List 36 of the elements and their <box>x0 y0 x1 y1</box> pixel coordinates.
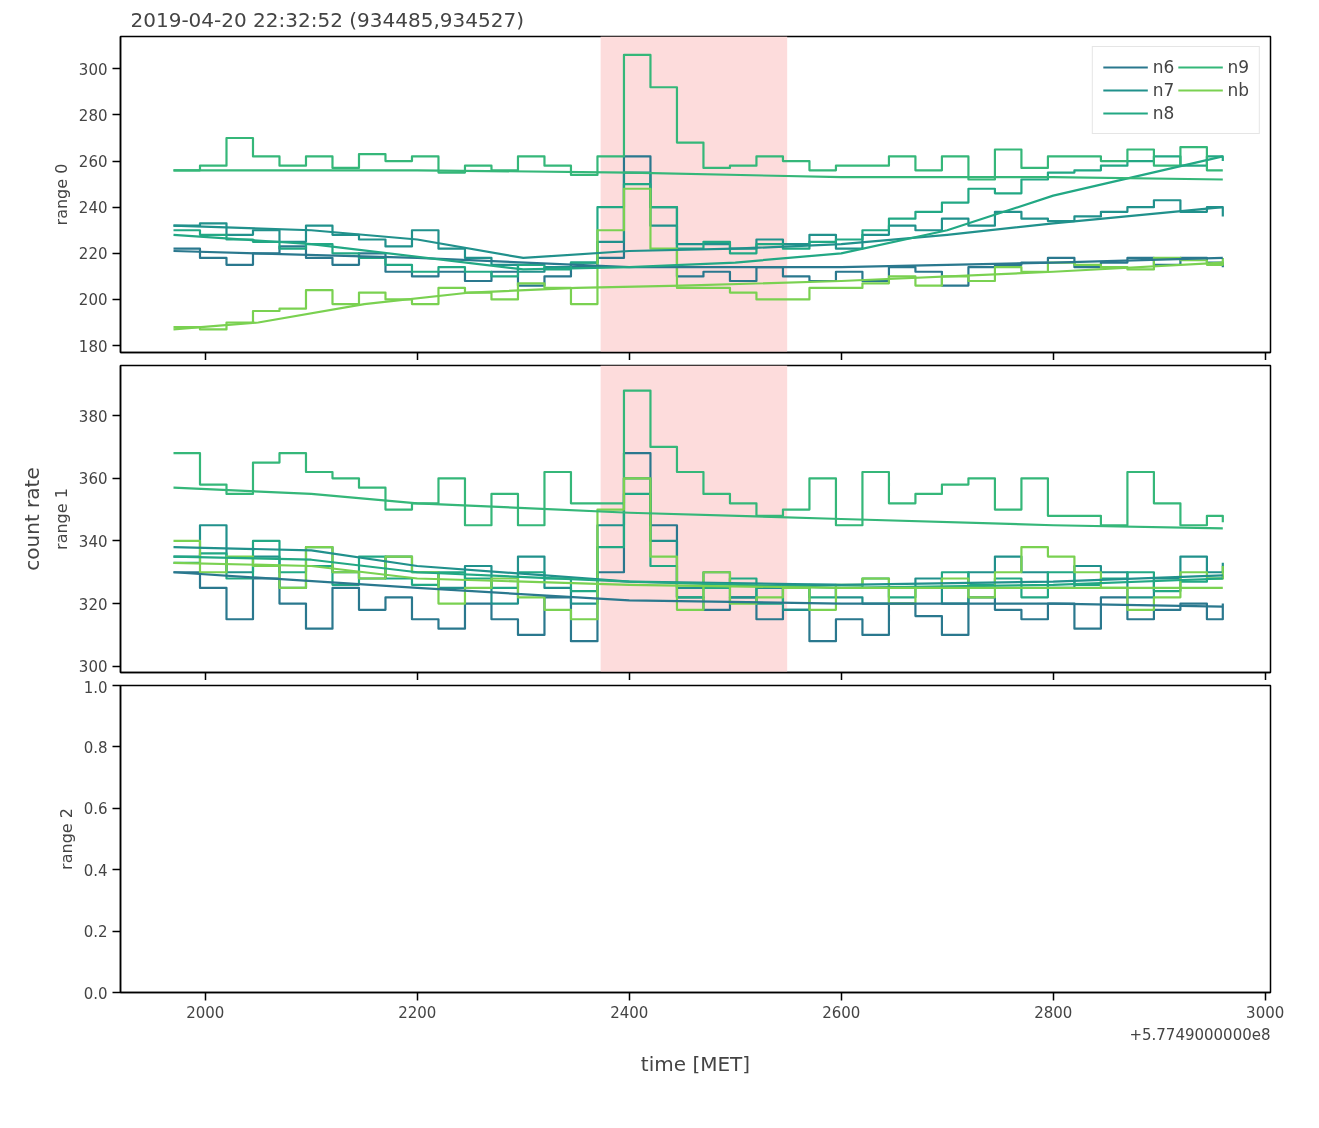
text: count rate <box>19 467 44 571</box>
x-tick-label: 2800 <box>1034 1003 1073 1022</box>
x-tick-label: 2400 <box>610 1003 649 1022</box>
y-tick-label: 360 <box>78 470 108 489</box>
y-tick-label: 380 <box>78 407 108 426</box>
y-tick-label: 0.0 <box>83 984 108 1003</box>
legend-label: nb <box>1227 80 1249 100</box>
x-tick-label: 2200 <box>398 1003 437 1022</box>
legend-label: n7 <box>1152 80 1175 100</box>
y-tick-label: 340 <box>78 532 108 551</box>
y-tick-label: 300 <box>78 658 108 677</box>
y-tick-label: 240 <box>78 199 108 218</box>
chart-title: 2019-04-20 22:32:52 (934485,934527) <box>130 7 524 32</box>
y-tick-label: 280 <box>78 106 108 125</box>
legend-label: n8 <box>1152 103 1175 123</box>
y-tick-label: 220 <box>78 245 108 264</box>
y-tick-label: 320 <box>78 595 108 614</box>
y-tick-label: 0.4 <box>83 861 108 880</box>
x-axis-title: time [MET] <box>640 1051 751 1076</box>
y-tick-label: 180 <box>78 337 108 356</box>
y-tick-label: 0.8 <box>83 738 108 757</box>
y-tick-label: 300 <box>78 60 108 79</box>
legend-label: n9 <box>1227 57 1249 77</box>
x-tick-label: 2600 <box>822 1003 861 1022</box>
y-tick-label: 0.6 <box>83 800 108 819</box>
x-tick-label: 2000 <box>186 1003 225 1022</box>
y-tick-label: 200 <box>78 291 108 310</box>
text: +5.7749000000e8 <box>1129 1025 1271 1044</box>
y-axis-title: range 2 <box>56 808 76 870</box>
x-tick-label: 3000 <box>1246 1003 1285 1022</box>
y-axis-title: range 0 <box>51 163 71 226</box>
y-axis-title: range 1 <box>51 488 71 550</box>
y-tick-label: 1.0 <box>83 678 108 697</box>
legend-label: n6 <box>1152 57 1175 77</box>
y-tick-label: 0.2 <box>83 923 108 942</box>
y-tick-label: 260 <box>78 153 108 172</box>
